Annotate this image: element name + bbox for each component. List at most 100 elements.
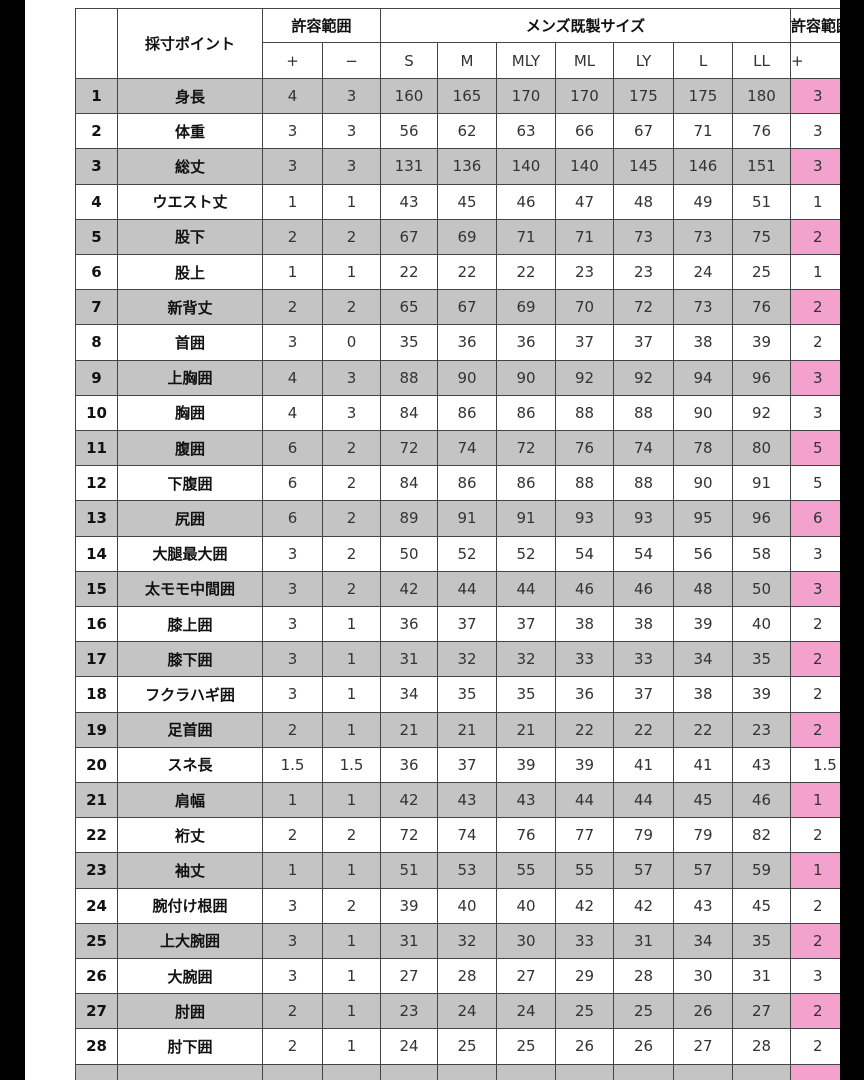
plus-cell: 2 [262,1028,323,1065]
size-cell: 49 [673,183,733,220]
plus-cell: 3 [262,535,323,572]
size-cell: 92 [613,359,674,396]
size-cell: 47 [555,183,614,220]
size-cell: 44 [496,570,556,607]
size-cell: 43 [673,887,733,924]
plus-cell: 2 [262,711,323,748]
size-cell: 26 [673,993,733,1030]
size-cell: 31 [380,922,438,959]
size-cell: 77 [555,817,614,854]
size-cell: 74 [613,430,674,467]
row-number: 22 [75,817,118,854]
plus-cell: 6 [262,465,323,502]
size-cell: 52 [437,535,497,572]
size-cell: 66 [555,113,614,150]
minus-cell: 2 [322,430,381,467]
plus-cell: 3 [262,676,323,713]
size-cell: 165 [437,78,497,115]
size-cell: 69 [437,218,497,255]
size-cell: 24 [437,993,497,1030]
row-number: 2 [75,113,118,150]
size-cell: 27 [673,1028,733,1065]
size-cell: 51 [732,183,791,220]
size-cell: 43 [437,782,497,819]
size-cell: 26 [555,1028,614,1065]
size-cell: 57 [613,852,674,889]
row-number: 16 [75,606,118,643]
header-size: LL [732,42,791,79]
row-number: 1 [75,78,118,115]
minus-cell: 2 [322,535,381,572]
minus-cell: 1 [322,993,381,1030]
size-cell: 69 [496,289,556,326]
row-number: 13 [75,500,118,537]
plus-cell: 3 [262,324,323,361]
size-cell: 50 [380,535,438,572]
size-cell: 136 [437,148,497,185]
plus-cell: 6 [790,500,840,537]
header-size: MLY [496,42,556,79]
row-name: 肘下囲 [117,1028,263,1065]
size-cell: 84 [380,465,438,502]
size-cell: 24 [673,254,733,291]
row-name: 尻囲 [117,500,263,537]
row-name: 太モモ中間囲 [117,570,263,607]
plus-cell: 3 [262,887,323,924]
size-cell: 28 [732,1028,791,1065]
size-cell: 39 [380,887,438,924]
size-cell: 21 [496,711,556,748]
size-cell: 43 [732,746,791,783]
minus-cell: 1 [322,1028,381,1065]
size-cell: 33 [613,641,674,678]
header-size: L [673,42,733,79]
size-cell: 36 [380,746,438,783]
header-tolerance: 許容範囲 [262,8,381,43]
size-cell: 45 [732,887,791,924]
row-name: 総丈 [117,148,263,185]
row-name: フクラハギ囲 [117,676,263,713]
row-number: 26 [75,958,118,995]
row-number: 19 [75,711,118,748]
minus-cell: 3 [322,78,381,115]
size-cell: 73 [673,218,733,255]
plus-cell: 2 [790,922,840,959]
size-cell: 67 [437,289,497,326]
row-name: ウエスト丈 [117,183,263,220]
size-cell: 93 [555,500,614,537]
size-cell: 74 [437,817,497,854]
row-number: 25 [75,922,118,959]
row-name: 上大腕囲 [117,922,263,959]
plus-cell: 3 [790,570,840,607]
row-number: 11 [75,430,118,467]
row-name: 腕付け根囲 [117,887,263,924]
header-size: M [437,42,497,79]
plus-cell: 1.5 [790,746,840,783]
size-cell: 36 [437,324,497,361]
minus-cell: 2 [322,465,381,502]
size-cell: 22 [380,254,438,291]
plus-cell: 6 [262,500,323,537]
size-cell: 38 [673,324,733,361]
plus-cell: 3 [790,394,840,431]
size-cell: 46 [555,570,614,607]
plus-cell: 2 [790,711,840,748]
size-cell: 55 [496,852,556,889]
size-cell: 23 [613,254,674,291]
plus-cell: 3 [262,570,323,607]
size-cell: 43 [496,782,556,819]
size-cell: 31 [613,922,674,959]
size-cell: 42 [380,570,438,607]
plus-cell: 2 [262,993,323,1030]
size-cell: 32 [437,641,497,678]
size-cell: 48 [613,183,674,220]
row-name: 上胸囲 [117,359,263,396]
row-number: 23 [75,852,118,889]
row-cell [117,1063,263,1080]
size-cell: 36 [380,606,438,643]
size-cell: 140 [555,148,614,185]
plus-cell: 1 [262,852,323,889]
size-cell: 27 [732,993,791,1030]
size-cell: 35 [732,641,791,678]
plus-cell: 3 [262,148,323,185]
plus-cell: 3 [790,535,840,572]
